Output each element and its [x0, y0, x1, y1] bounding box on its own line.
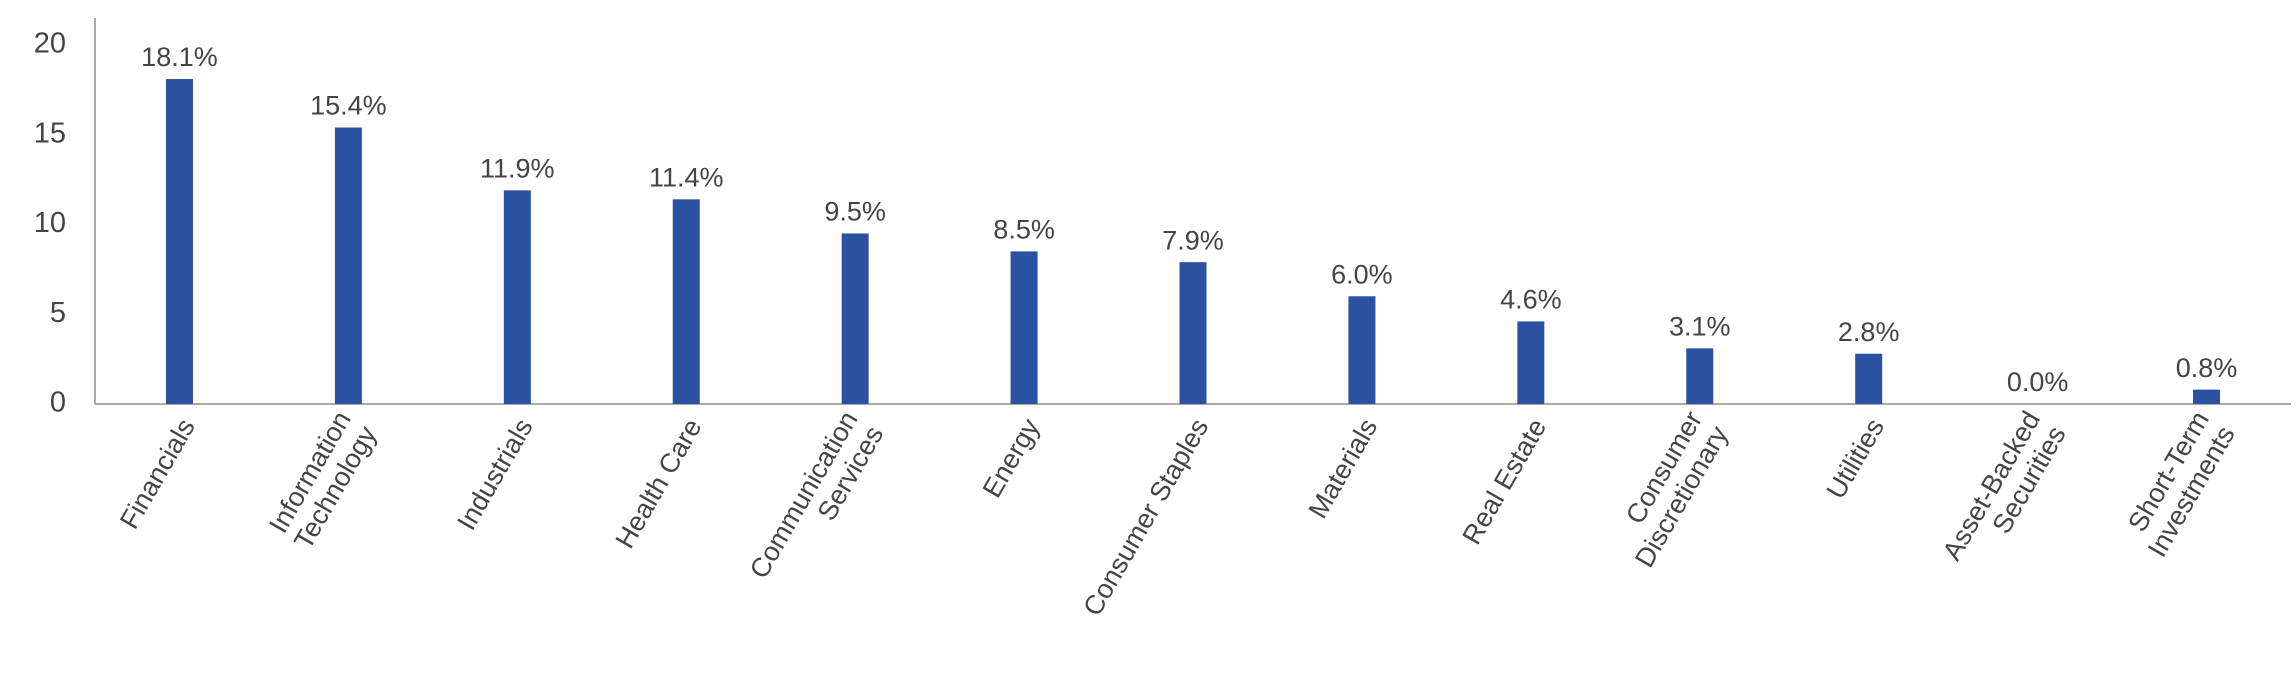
value-label: 8.5% [993, 215, 1055, 245]
y-tick-label: 10 [34, 207, 66, 239]
bar [1686, 348, 1714, 404]
x-tick-label: InformationTechnology [263, 406, 383, 555]
value-label: 18.1% [141, 42, 218, 72]
value-label: 7.9% [1162, 225, 1224, 255]
bar [841, 233, 869, 404]
value-label: 2.8% [1838, 317, 1900, 347]
bar [672, 199, 700, 404]
y-tick-label: 5 [50, 297, 66, 329]
value-label: 11.9% [480, 153, 555, 183]
x-tick-label: Energy [977, 413, 1046, 503]
x-tick-label: Consumer Staples [1077, 414, 1214, 621]
bar [503, 190, 531, 404]
value-label: 11.4% [649, 162, 724, 192]
value-label: 15.4% [310, 91, 387, 121]
bar [1348, 296, 1376, 404]
x-tick-label: Utilities [1821, 414, 1890, 504]
bar [1517, 321, 1545, 404]
x-tick-label: Asset-BackedSecurities [1937, 406, 2072, 580]
y-tick-label: 0 [50, 387, 66, 419]
value-label: 3.1% [1669, 311, 1731, 341]
y-tick-label: 20 [34, 28, 66, 60]
bar [1179, 262, 1207, 404]
x-tick-label: Short-TermInvestments [2116, 406, 2240, 562]
x-tick-label: Financials [114, 414, 201, 534]
bar [2193, 389, 2221, 404]
value-label: 4.6% [1500, 285, 1562, 315]
value-label: 9.5% [824, 197, 886, 227]
x-tick-label: Industrials [451, 414, 539, 536]
bar [334, 127, 362, 404]
value-label: 6.0% [1331, 259, 1393, 289]
bar [1010, 251, 1038, 404]
value-label: 0.8% [2176, 353, 2238, 383]
bar [165, 79, 193, 404]
x-tick-label: Materials [1303, 414, 1384, 524]
value-label: 0.0% [2007, 367, 2069, 397]
x-tick-label: Health Care [610, 414, 708, 554]
bar [1855, 353, 1883, 404]
y-tick-label: 15 [34, 117, 66, 149]
x-tick-label: CommunicationServices [744, 406, 889, 598]
x-tick-label: ConsumerDiscretionary [1604, 406, 1735, 573]
x-tick-label: Real Estate [1456, 414, 1552, 550]
